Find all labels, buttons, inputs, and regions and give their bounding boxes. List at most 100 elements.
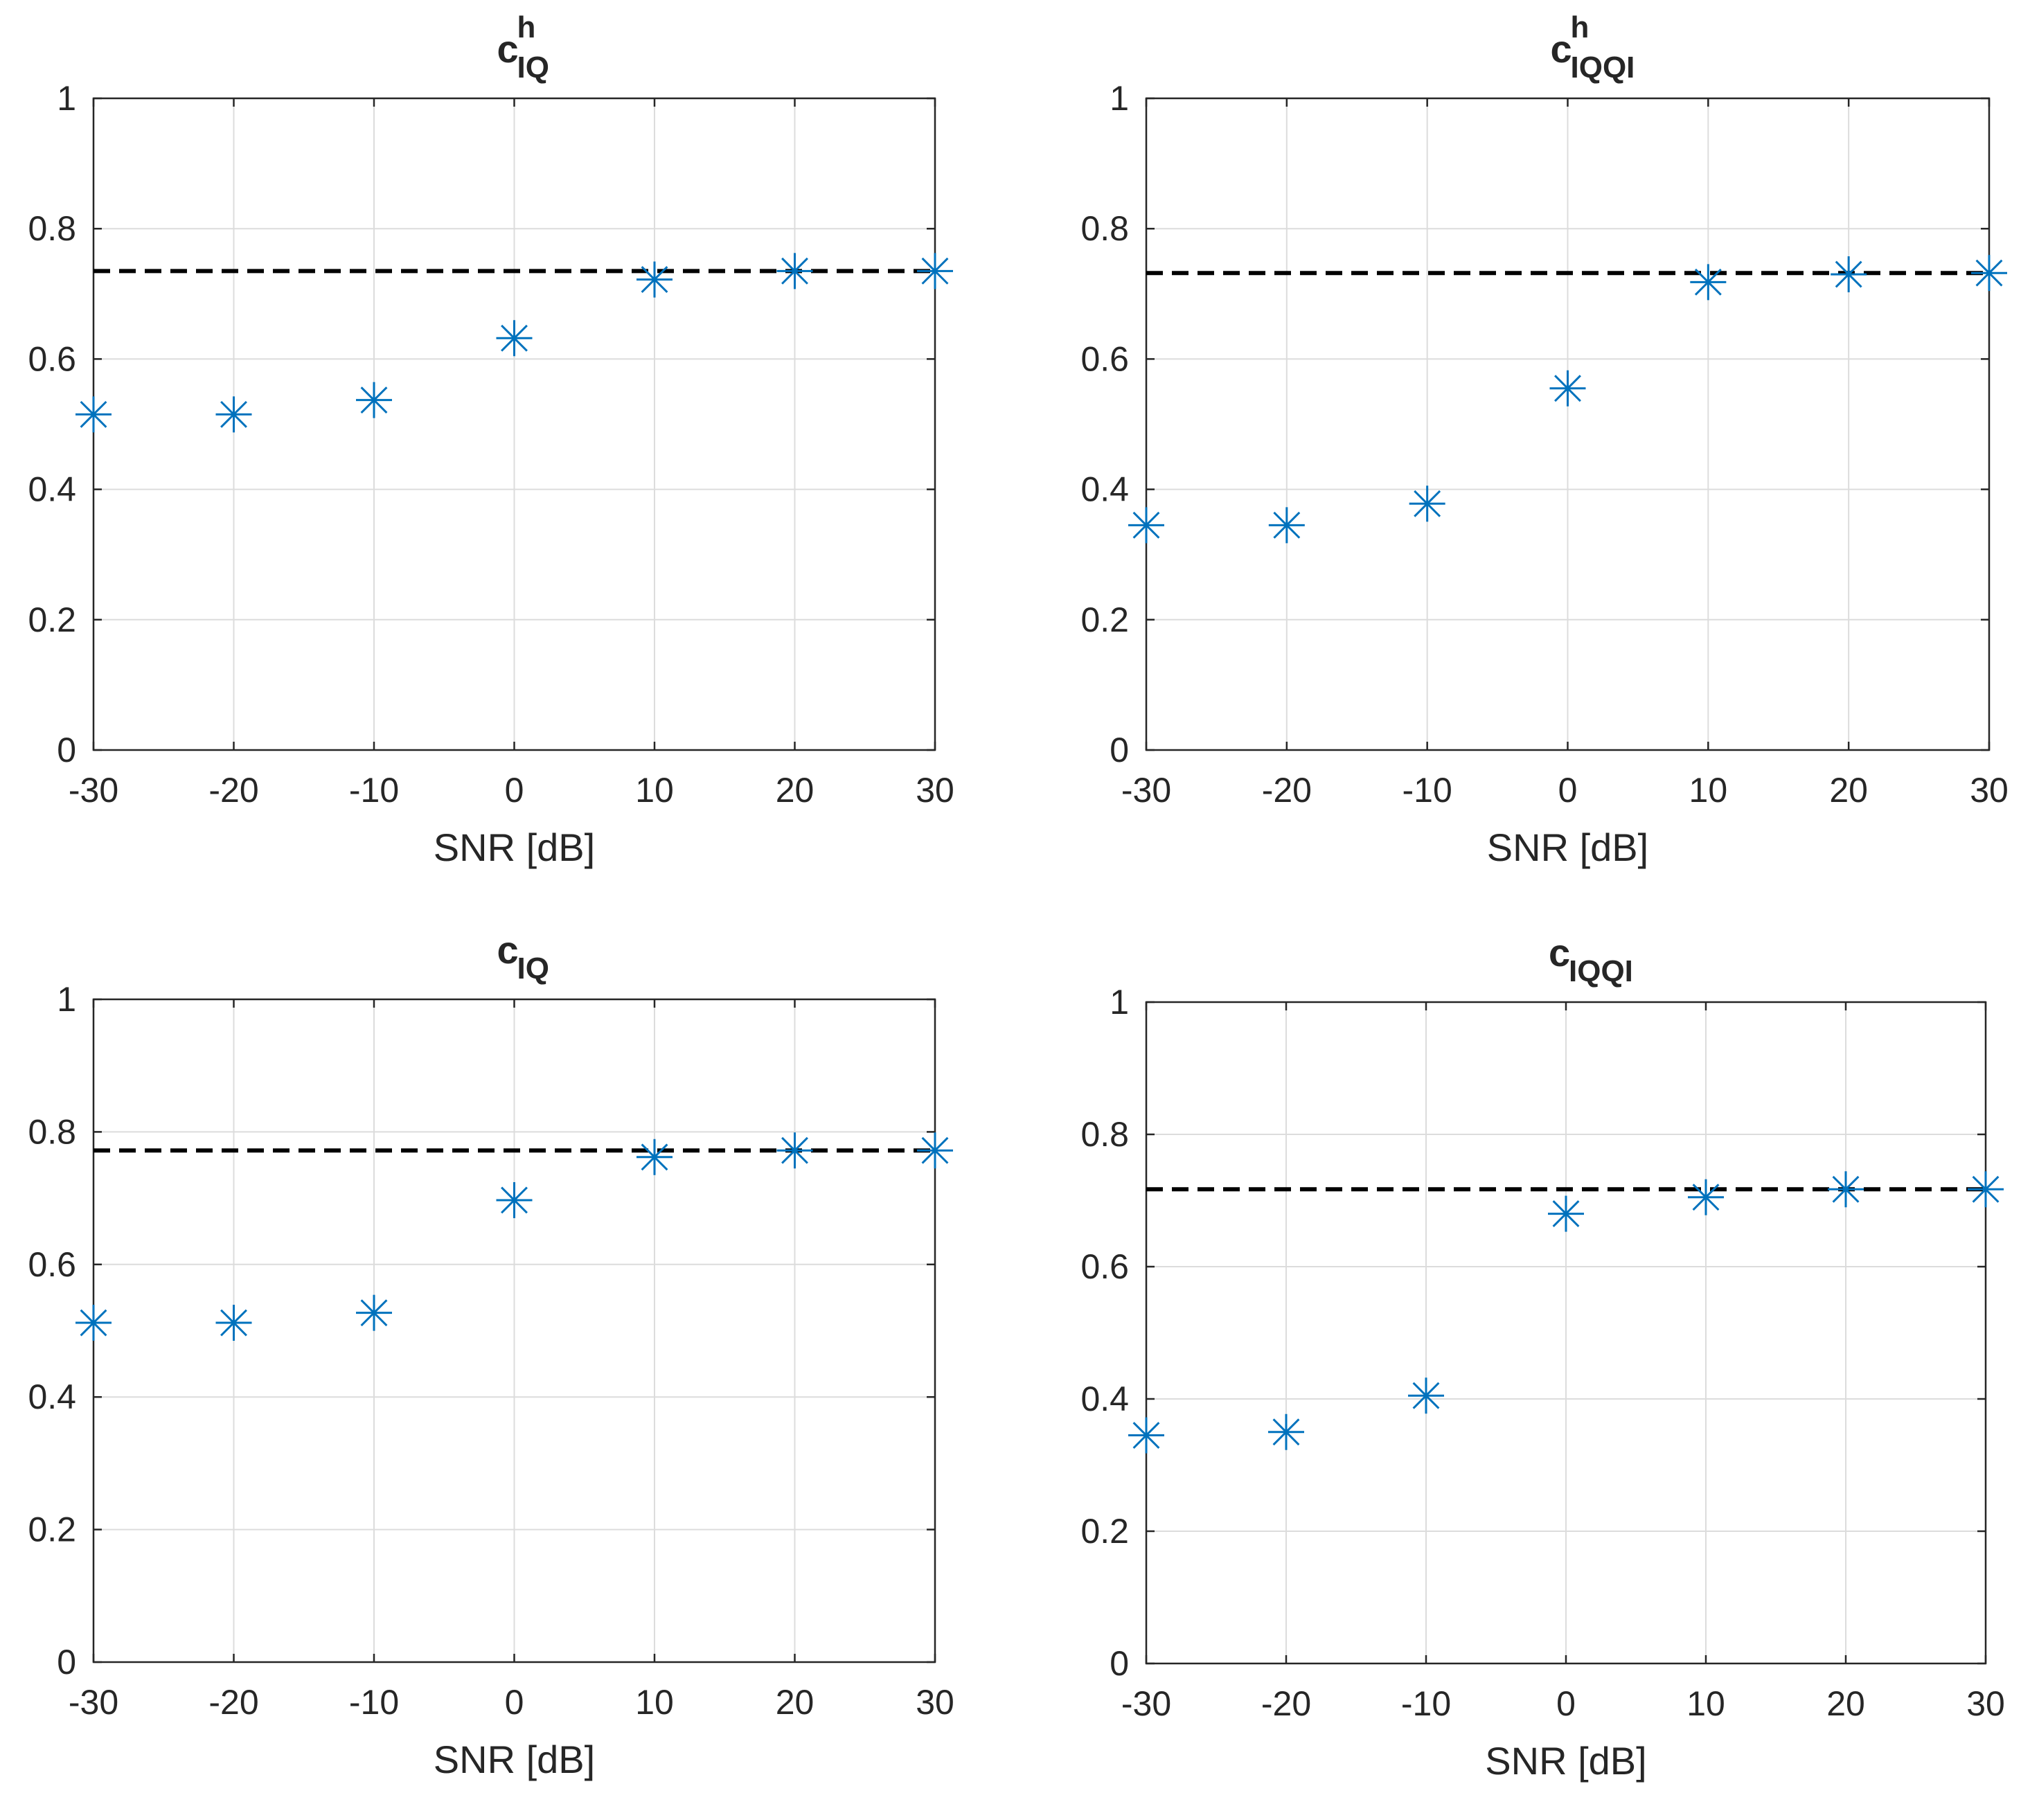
chart-title: c bbox=[497, 928, 519, 972]
y-tick-label: 0 bbox=[57, 1643, 76, 1681]
x-tick-label: 20 bbox=[1826, 1684, 1865, 1723]
x-tick-label: 10 bbox=[635, 1683, 674, 1722]
data-point-asterisk bbox=[1409, 485, 1445, 522]
chart-panel-4: -30 -20 -10 0 10 20 30 0 0.2 0.4 0.6 0.8 1 SNR [dB] cI… bbox=[1080, 931, 2004, 1783]
y-tick-label: 0.8 bbox=[28, 209, 76, 248]
chart-title: c bbox=[1551, 27, 1572, 71]
x-tick-label: -10 bbox=[349, 771, 399, 810]
y-tick-label: 0.2 bbox=[1080, 600, 1129, 639]
x-axis-label: SNR [dB] bbox=[1487, 826, 1648, 869]
data-point-asterisk bbox=[1690, 264, 1727, 301]
y-tick-label: 0.4 bbox=[28, 470, 76, 509]
y-tick-label: 0.6 bbox=[28, 339, 76, 378]
asterisk-stroke bbox=[641, 1143, 668, 1171]
x-tick-label: -30 bbox=[1121, 1684, 1171, 1723]
asterisk-stroke bbox=[921, 257, 949, 285]
asterisk-stroke bbox=[781, 257, 808, 285]
x-tick-label: 0 bbox=[505, 1683, 524, 1722]
asterisk-stroke bbox=[1414, 490, 1441, 517]
data-point-asterisk bbox=[215, 396, 252, 433]
y-tick-label: 0.6 bbox=[28, 1245, 76, 1284]
data-point-asterisk bbox=[1549, 370, 1586, 407]
x-tick-label: 10 bbox=[1686, 1684, 1725, 1723]
asterisk-stroke bbox=[220, 1309, 247, 1337]
x-axis-label: SNR [dB] bbox=[434, 826, 595, 869]
asterisk-stroke bbox=[360, 386, 388, 414]
x-tick-label: 30 bbox=[1966, 1684, 2005, 1723]
x-tick-label: 20 bbox=[776, 1683, 814, 1722]
x-tick-label: 10 bbox=[1689, 771, 1728, 810]
data-point-asterisk bbox=[776, 253, 813, 289]
x-tick-label: 10 bbox=[635, 771, 674, 810]
y-tick-label: 1 bbox=[57, 79, 76, 118]
y-tick-label: 1 bbox=[57, 980, 76, 1019]
asterisk-stroke bbox=[1552, 1200, 1580, 1228]
x-tick-label: 20 bbox=[776, 771, 814, 810]
chart-title: c bbox=[497, 27, 519, 71]
y-tick-label: 0.4 bbox=[1080, 1380, 1129, 1418]
asterisk-stroke bbox=[1554, 375, 1581, 402]
asterisk-stroke bbox=[1972, 1175, 2000, 1203]
x-tick-label: 20 bbox=[1829, 771, 1868, 810]
asterisk-stroke bbox=[80, 1309, 107, 1337]
y-tick-label: 1 bbox=[1110, 79, 1129, 118]
asterisk-stroke bbox=[1835, 260, 1862, 288]
data-point-asterisk bbox=[356, 1294, 392, 1331]
chart-panel-2: -30 -20 -10 0 10 20 30 0 0.2 0.4 0.6 0.8 1 SNR [dB] ch… bbox=[1080, 10, 2008, 869]
y-tick-label: 1 bbox=[1110, 983, 1129, 1021]
data-point-asterisk bbox=[75, 396, 112, 433]
asterisk-stroke bbox=[1832, 1175, 1860, 1203]
chart-title: c bbox=[1549, 931, 1570, 974]
asterisk-stroke bbox=[1132, 1422, 1160, 1449]
x-tick-label: -20 bbox=[1261, 1684, 1311, 1723]
x-tick-label: -10 bbox=[1401, 1684, 1451, 1723]
asterisk-stroke bbox=[80, 400, 107, 428]
asterisk-stroke bbox=[1132, 511, 1160, 539]
data-point-asterisk bbox=[1971, 255, 2007, 292]
data-point-asterisk bbox=[1548, 1195, 1584, 1232]
asterisk-stroke bbox=[1692, 1184, 1720, 1211]
y-tick-label: 0.2 bbox=[1080, 1512, 1129, 1551]
data-point-asterisk bbox=[636, 1139, 673, 1175]
data-point-asterisk bbox=[215, 1305, 252, 1341]
x-tick-label: -30 bbox=[69, 771, 118, 810]
asterisk-stroke bbox=[641, 266, 668, 294]
asterisk-stroke bbox=[501, 324, 528, 352]
data-point-asterisk bbox=[1268, 1413, 1304, 1450]
chart-panel-1: -30 -20 -10 0 10 20 30 0 0.2 0.4 0.6 0.8 1 SNR [dB] ch… bbox=[28, 10, 954, 869]
chart-panel-3: -30 -20 -10 0 10 20 30 0 0.2 0.4 0.6 0.8 1 SNR [dB] cI… bbox=[28, 928, 954, 1781]
chart-title-superscript: h bbox=[1571, 10, 1590, 44]
y-tick-label: 0.8 bbox=[28, 1112, 76, 1151]
data-point-asterisk bbox=[1688, 1179, 1724, 1215]
x-tick-label: -20 bbox=[208, 771, 258, 810]
data-point-asterisk bbox=[356, 382, 392, 418]
asterisk-stroke bbox=[1272, 1418, 1300, 1446]
y-tick-label: 0 bbox=[1110, 731, 1129, 769]
x-tick-label: -20 bbox=[1262, 771, 1312, 810]
asterisk-stroke bbox=[1412, 1382, 1440, 1409]
asterisk-stroke bbox=[360, 1299, 388, 1327]
asterisk-stroke bbox=[501, 1186, 528, 1214]
chart-title-subscript: IQQI bbox=[1569, 954, 1633, 988]
y-tick-label: 0 bbox=[57, 731, 76, 769]
data-point-asterisk bbox=[776, 1132, 813, 1169]
x-tick-label: -10 bbox=[1403, 771, 1452, 810]
data-point-asterisk bbox=[1408, 1377, 1444, 1414]
y-tick-label: 0.6 bbox=[1080, 339, 1129, 378]
data-point-asterisk bbox=[917, 1132, 953, 1169]
x-tick-label: -30 bbox=[1121, 771, 1171, 810]
chart-title-subscript: IQQI bbox=[1571, 51, 1635, 84]
asterisk-stroke bbox=[1273, 511, 1301, 539]
x-tick-label: 30 bbox=[1970, 771, 2009, 810]
asterisk-stroke bbox=[921, 1136, 949, 1164]
asterisk-stroke bbox=[1975, 259, 2003, 287]
chart-title-subscript: IQ bbox=[517, 51, 549, 84]
asterisk-stroke bbox=[220, 400, 247, 428]
y-tick-label: 0.8 bbox=[1080, 209, 1129, 248]
asterisk-stroke bbox=[1694, 268, 1722, 296]
y-tick-label: 0.2 bbox=[28, 600, 76, 639]
y-tick-label: 0.4 bbox=[1080, 470, 1129, 509]
chart-title-superscript: h bbox=[517, 10, 536, 44]
y-tick-label: 0.4 bbox=[28, 1377, 76, 1416]
